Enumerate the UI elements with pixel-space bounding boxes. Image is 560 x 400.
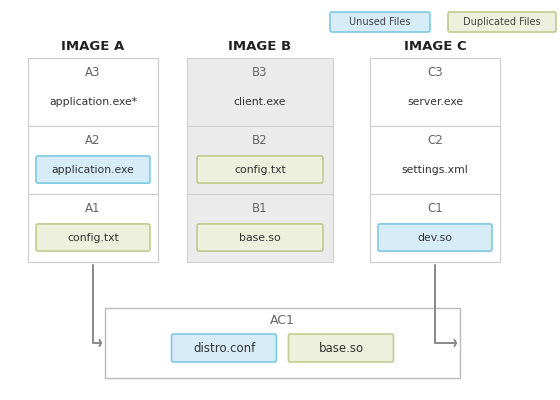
Text: application.exe*: application.exe* <box>49 96 137 106</box>
Text: base.so: base.so <box>319 342 363 354</box>
Bar <box>187 58 333 126</box>
Text: base.so: base.so <box>239 232 281 242</box>
FancyBboxPatch shape <box>330 12 430 32</box>
Bar <box>105 308 460 378</box>
Text: IMAGE C: IMAGE C <box>404 40 466 52</box>
Text: IMAGE B: IMAGE B <box>228 40 292 52</box>
Text: Unused Files: Unused Files <box>349 17 410 27</box>
FancyBboxPatch shape <box>171 334 277 362</box>
Bar <box>28 58 158 126</box>
Bar <box>28 194 158 262</box>
Text: Duplicated Files: Duplicated Files <box>463 17 541 27</box>
Text: client.exe: client.exe <box>234 96 286 106</box>
Bar <box>28 126 158 194</box>
Text: config.txt: config.txt <box>234 164 286 174</box>
FancyBboxPatch shape <box>448 12 556 32</box>
FancyBboxPatch shape <box>378 224 492 251</box>
Text: C1: C1 <box>427 202 443 216</box>
Bar <box>187 58 333 262</box>
FancyBboxPatch shape <box>197 156 323 183</box>
Text: B1: B1 <box>252 202 268 216</box>
Text: C3: C3 <box>427 66 443 80</box>
Bar <box>187 126 333 194</box>
Text: A1: A1 <box>85 202 101 216</box>
Text: settings.xml: settings.xml <box>402 164 468 174</box>
Text: B2: B2 <box>252 134 268 148</box>
Text: B3: B3 <box>252 66 268 80</box>
Text: AC1: AC1 <box>270 314 295 328</box>
Text: A2: A2 <box>85 134 101 148</box>
Text: C2: C2 <box>427 134 443 148</box>
FancyBboxPatch shape <box>36 156 150 183</box>
Text: A3: A3 <box>85 66 101 80</box>
Text: IMAGE A: IMAGE A <box>62 40 125 52</box>
Text: dev.so: dev.so <box>418 232 452 242</box>
FancyBboxPatch shape <box>197 224 323 251</box>
Text: server.exe: server.exe <box>407 96 463 106</box>
Bar <box>370 58 500 126</box>
Bar <box>370 126 500 194</box>
Text: distro.conf: distro.conf <box>193 342 255 354</box>
Text: config.txt: config.txt <box>67 232 119 242</box>
Bar <box>370 194 500 262</box>
FancyBboxPatch shape <box>288 334 394 362</box>
FancyBboxPatch shape <box>36 224 150 251</box>
Bar <box>187 194 333 262</box>
Text: application.exe: application.exe <box>52 164 134 174</box>
